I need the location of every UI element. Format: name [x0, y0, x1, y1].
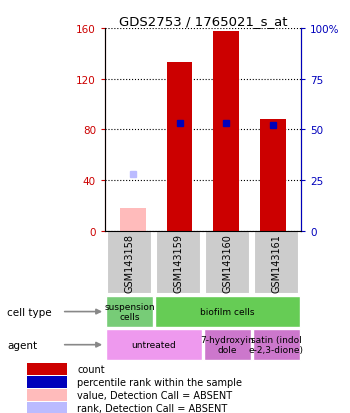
Bar — [205, 232, 250, 294]
Bar — [27, 363, 67, 375]
Bar — [253, 329, 300, 361]
Bar — [204, 329, 251, 361]
Title: GDS2753 / 1765021_s_at: GDS2753 / 1765021_s_at — [119, 15, 287, 28]
Bar — [260, 120, 286, 231]
Bar — [106, 329, 202, 361]
Bar — [254, 232, 299, 294]
Text: cell type: cell type — [7, 307, 52, 317]
Text: rank, Detection Call = ABSENT: rank, Detection Call = ABSENT — [77, 403, 228, 413]
Bar — [27, 376, 67, 388]
Text: percentile rank within the sample: percentile rank within the sample — [77, 377, 242, 387]
Text: GSM143160: GSM143160 — [223, 234, 232, 293]
Bar — [27, 402, 67, 413]
Text: count: count — [77, 364, 105, 374]
Bar — [106, 296, 153, 328]
Text: agent: agent — [7, 340, 37, 350]
Bar — [155, 296, 300, 328]
Text: biofilm cells: biofilm cells — [200, 307, 255, 316]
Text: GSM143159: GSM143159 — [174, 234, 183, 293]
Text: satin (indol
e-2,3-dione): satin (indol e-2,3-dione) — [249, 335, 304, 354]
Bar — [27, 389, 67, 401]
Bar — [156, 232, 201, 294]
Text: value, Detection Call = ABSENT: value, Detection Call = ABSENT — [77, 390, 232, 400]
Bar — [120, 209, 146, 231]
Text: GSM143161: GSM143161 — [272, 234, 281, 293]
Bar — [167, 63, 192, 231]
Bar — [107, 232, 152, 294]
Text: suspension
cells: suspension cells — [104, 302, 155, 321]
Text: 7-hydroxyin
dole: 7-hydroxyin dole — [201, 335, 254, 354]
Text: GSM143158: GSM143158 — [125, 234, 134, 293]
Bar — [214, 31, 239, 231]
Text: untreated: untreated — [132, 340, 176, 349]
